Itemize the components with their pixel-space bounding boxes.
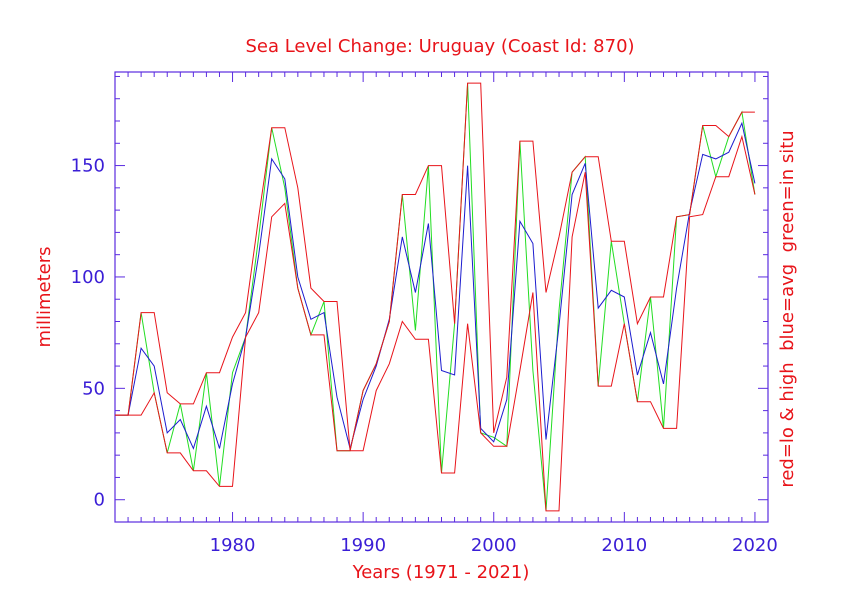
y-tick-label: 150	[71, 156, 105, 177]
y-tick-label: 0	[94, 490, 105, 511]
y-tick-labels: 0 50 100 150	[71, 156, 105, 511]
x-tick-label: 1990	[340, 535, 386, 556]
x-axis-label: Years (1971 - 2021)	[352, 562, 530, 583]
x-tick-label: 2000	[471, 535, 517, 556]
x-tick-label: 2010	[601, 535, 647, 556]
series-line-high	[115, 82, 755, 451]
plot-frame	[114, 71, 769, 523]
x-tick-labels: 1980 1990 2000 2010 2020	[210, 535, 778, 556]
series-line-in-situ	[115, 83, 756, 511]
series-line-avg	[115, 121, 756, 451]
y-axis-label: millimeters	[34, 246, 55, 347]
major-ticks	[115, 72, 768, 522]
x-tick-label: 2020	[732, 535, 778, 556]
series-line-low	[115, 134, 756, 512]
right-legend-label: red=lo & high blue=avg green=in situ	[777, 130, 798, 487]
minor-ticks	[115, 72, 768, 523]
chart-title: Sea Level Change: Uruguay (Coast Id: 870…	[245, 36, 634, 57]
y-tick-label: 100	[71, 267, 105, 288]
x-tick-label: 1980	[210, 535, 256, 556]
series-layer	[115, 82, 756, 512]
y-tick-label: 50	[82, 378, 105, 399]
